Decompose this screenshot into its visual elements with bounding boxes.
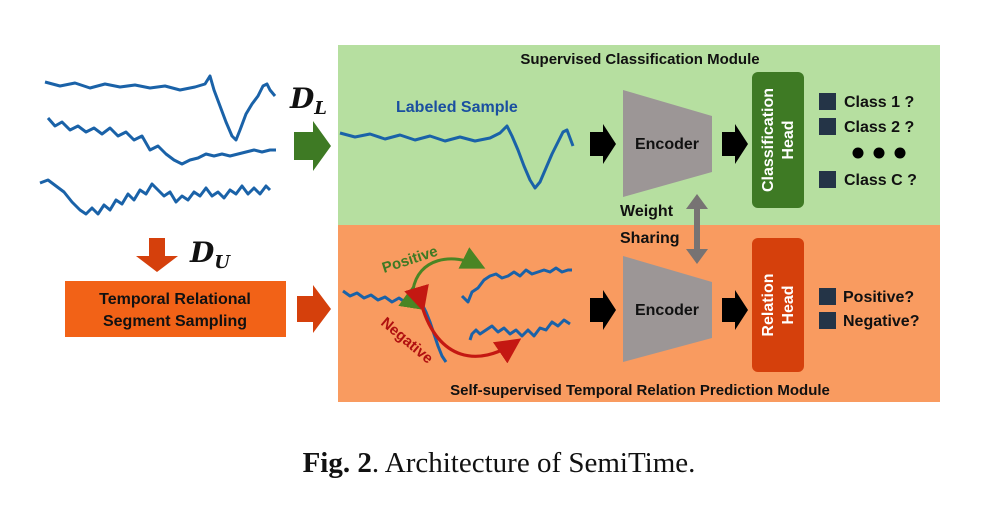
ellipsis-dot [873, 147, 885, 159]
relation-output-square [819, 312, 836, 329]
encoder-top-label: Encoder [635, 136, 699, 153]
class-output-label: Class C ? [844, 172, 917, 189]
figure-caption-text: . Architecture of SemiTime. [371, 447, 696, 479]
class-output-square [819, 171, 836, 188]
class-output-square [819, 93, 836, 110]
ellipsis-dot [852, 147, 864, 159]
segment-sampling-box [65, 281, 286, 337]
sampling-flow-arrow [297, 285, 331, 333]
relation-outputs: Positive? Negative? [819, 288, 919, 330]
figure-number: Fig. 2 [302, 447, 372, 479]
sharing-label: Sharing [620, 230, 680, 247]
figure-caption: Fig. 2. Architecture of SemiTime. [0, 447, 998, 480]
supervised-module-title: Supervised Classification Module [520, 51, 759, 68]
relation-head [752, 238, 804, 372]
labeled-sample-label: Labeled Sample [396, 99, 518, 116]
class-outputs: Class 1 ? Class 2 ? Class C ? [819, 93, 917, 189]
negative-relation-arrow [404, 283, 522, 364]
relation-head-label-line2: Head [780, 285, 797, 324]
segment-sampling-label-line1: Temporal Relational [99, 291, 251, 308]
class-output-label: Class 2 ? [844, 119, 914, 136]
relation-output-label: Positive? [843, 289, 914, 306]
input-series-line [39, 178, 272, 216]
flow-arrow [590, 124, 616, 164]
input-series-line [44, 74, 277, 142]
input-time-series [39, 74, 277, 216]
class-output-square [819, 118, 836, 135]
encoder-top [623, 90, 712, 197]
labeled-sample-series [339, 124, 575, 190]
ellipsis-dot [894, 147, 906, 159]
input-series-line [46, 117, 276, 166]
labeled-flow-arrow [294, 121, 331, 171]
classification-head [752, 72, 804, 208]
encoder-bottom [623, 256, 712, 362]
weight-sharing-arrow [686, 194, 708, 264]
encoder-bottom-label: Encoder [635, 302, 699, 319]
unlabeled-dataset-symbol: DU [189, 236, 231, 273]
class-output-label: Class 1 ? [844, 94, 914, 111]
classification-head-label-line1: Classification [760, 88, 777, 192]
weight-label: Weight [620, 203, 674, 220]
selfsup-module-title: Self-supervised Temporal Relation Predic… [450, 382, 830, 399]
unlabeled-flow-arrow [136, 238, 178, 272]
positive-relation-arrow [398, 247, 486, 310]
flow-arrow [590, 290, 616, 330]
relation-output-label: Negative? [843, 313, 919, 330]
relation-output-square [819, 288, 836, 305]
flow-arrow [722, 290, 748, 330]
segment-sampling-label-line2: Segment Sampling [103, 313, 247, 330]
classification-head-label-line2: Head [780, 120, 797, 159]
labeled-dataset-symbol: DL [289, 82, 327, 119]
relation-head-label-line1: Relation [760, 273, 777, 336]
flow-arrow [722, 124, 748, 164]
